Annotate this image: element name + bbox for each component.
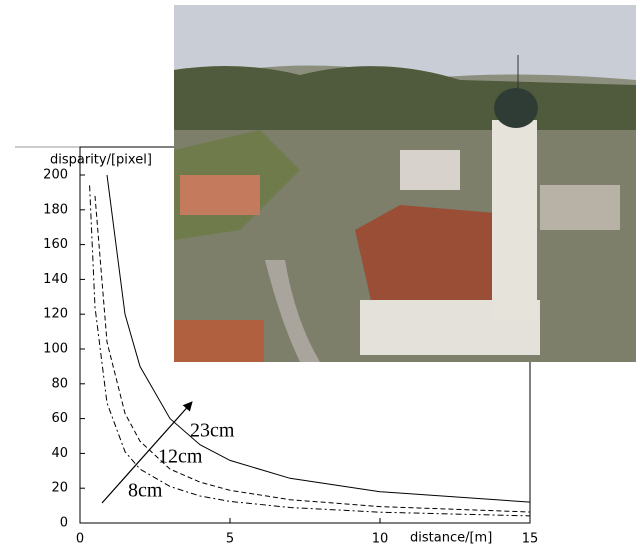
photo-house [174,320,264,362]
x-tick-label: 15 [522,532,539,547]
y-tick-label: 40 [51,446,68,461]
y-tick-label: 80 [51,376,68,391]
y-tick-label: 160 [43,237,68,252]
y-tick-label: 200 [43,168,68,183]
x-tick-label: 10 [372,532,389,547]
chart: disparity/[pixel] distance/[m] 0 20 40 60 80… [0,0,636,550]
photo-tower-dome [494,88,538,128]
photo-house [180,175,260,215]
x-axis-label: distance/[m] [410,531,492,546]
y-tick-label: 120 [43,307,68,322]
y-tick-label: 140 [43,272,68,287]
series-label: 12cm [158,446,203,468]
series-label: 8cm [128,480,163,502]
series-label: 23cm [190,420,235,442]
photo-house [540,185,620,230]
photo-house [400,150,460,190]
annotations: 8cm 12cm 23cm [128,420,235,502]
y-axis-label: disparity/[pixel] [50,153,152,168]
y-tick-label: 100 [43,342,68,357]
y-tick-label: 60 [51,411,68,426]
x-tick-label: 5 [226,532,234,547]
y-tick-label: 180 [43,202,68,217]
photo [174,5,636,362]
photo-tower [492,120,537,320]
y-tick-label: 0 [60,516,68,531]
y-tick-label: 20 [51,481,68,496]
x-tick-label: 0 [76,532,84,547]
